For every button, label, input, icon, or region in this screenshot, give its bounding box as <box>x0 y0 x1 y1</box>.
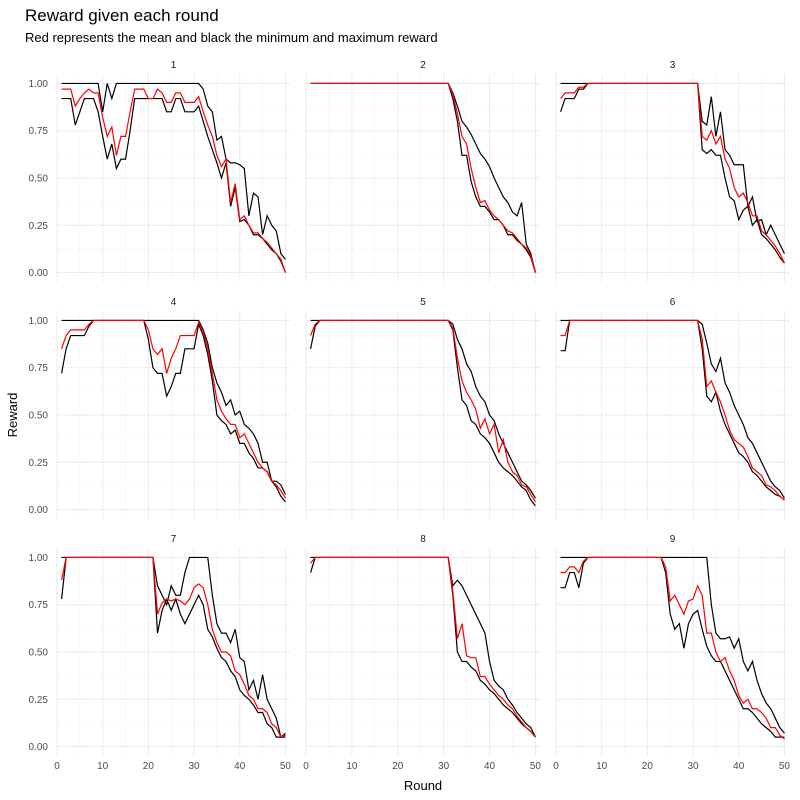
max-reward-line <box>560 319 785 499</box>
panel-8: 8 0 10 20 30 40 50 <box>303 534 541 772</box>
max-reward-line <box>310 319 536 499</box>
x-tick-label: 50 <box>280 761 292 772</box>
panel-label: 5 <box>420 297 426 308</box>
x-tick-label: 20 <box>143 761 155 772</box>
y-tick-label: 0.25 <box>29 695 49 706</box>
y-tick-label: 0.00 <box>29 505 49 516</box>
y-tick-label: 1.00 <box>29 79 49 90</box>
x-tick-label: 20 <box>392 761 404 772</box>
y-tick-label: 0.75 <box>29 126 49 137</box>
mean-reward-line <box>560 556 785 740</box>
mean-reward-line <box>60 556 286 738</box>
min-reward-line <box>560 556 785 738</box>
y-tick-label: 0.75 <box>29 600 49 611</box>
x-tick-label: 50 <box>530 761 542 772</box>
panel-label: 2 <box>420 60 426 71</box>
min-reward-line <box>560 82 785 264</box>
min-reward-line <box>310 319 536 507</box>
min-reward-line <box>310 556 536 738</box>
x-tick-label: 40 <box>234 761 246 772</box>
x-tick-label: 40 <box>733 761 745 772</box>
max-reward-line <box>310 556 536 738</box>
x-tick-label: 30 <box>188 761 200 772</box>
x-tick-label: 10 <box>596 761 608 772</box>
max-reward-line <box>560 82 785 254</box>
y-tick-label: 0.50 <box>29 648 49 659</box>
panel-9: 9 0 10 20 30 40 50 <box>553 534 790 772</box>
max-reward-line <box>61 556 286 739</box>
y-tick-label: 0.50 <box>29 411 49 422</box>
panel-7: 7 0.00 0.25 0.50 0.75 1.00 0 10 20 30 40 50 <box>29 534 292 772</box>
mean-reward-line <box>310 82 536 273</box>
x-tick-label: 30 <box>687 761 699 772</box>
mean-reward-line <box>310 319 536 503</box>
min-reward-line <box>60 319 286 503</box>
mean-reward-line <box>560 82 785 264</box>
y-tick-label: 0.75 <box>29 363 49 374</box>
chart-subtitle: Red represents the mean and black the mi… <box>25 30 438 45</box>
panel-3: 3 <box>555 60 789 282</box>
mean-reward-line <box>310 556 536 738</box>
panel-1: 1 0.00 0.25 0.50 0.75 1.00 <box>29 60 290 282</box>
x-tick-label: 0 <box>303 761 309 772</box>
y-tick-label: 0.50 <box>29 174 49 185</box>
y-axis-label: Reward <box>5 393 20 438</box>
panel-label: 8 <box>420 534 426 545</box>
max-reward-line <box>61 82 286 260</box>
x-tick-label: 0 <box>553 761 559 772</box>
mean-reward-line <box>560 319 785 501</box>
panel-6: 6 <box>555 297 789 519</box>
y-tick-label: 1.00 <box>29 553 49 564</box>
x-tick-label: 30 <box>438 761 450 772</box>
min-reward-line <box>560 319 785 501</box>
panel-4: 4 0.00 0.25 0.50 0.75 1.00 <box>29 297 290 519</box>
x-tick-label: 40 <box>484 761 496 772</box>
x-axis-label: Round <box>404 778 442 793</box>
y-tick-label: 0.25 <box>29 458 49 469</box>
max-reward-line <box>560 556 785 734</box>
panel-label: 1 <box>171 60 177 71</box>
mean-reward-line <box>61 88 286 273</box>
min-reward-line <box>60 556 286 738</box>
panel-5: 5 <box>305 297 540 519</box>
x-tick-label: 20 <box>642 761 654 772</box>
panels: 1 0.00 0.25 0.50 0.75 1.00 2 3 4 0.00 0.25 0.50 0.75… <box>29 60 791 772</box>
max-reward-line <box>61 319 286 495</box>
panel-label: 4 <box>171 297 177 308</box>
chart-title: Reward given each round <box>25 6 219 25</box>
y-tick-label: 0.25 <box>29 221 49 232</box>
panel-label: 6 <box>670 297 676 308</box>
panel-2: 2 <box>305 60 540 282</box>
x-tick-label: 50 <box>779 761 791 772</box>
x-tick-label: 10 <box>346 761 358 772</box>
panel-label: 9 <box>670 534 676 545</box>
mean-reward-line <box>61 319 286 499</box>
panel-label: 3 <box>670 60 676 71</box>
y-tick-label: 1.00 <box>29 316 49 327</box>
panel-label: 7 <box>171 534 177 545</box>
x-tick-label: 0 <box>54 761 60 772</box>
y-tick-label: 0.00 <box>29 268 49 279</box>
y-tick-label: 0.00 <box>29 742 49 753</box>
x-tick-label: 10 <box>97 761 109 772</box>
min-reward-line <box>61 97 286 273</box>
